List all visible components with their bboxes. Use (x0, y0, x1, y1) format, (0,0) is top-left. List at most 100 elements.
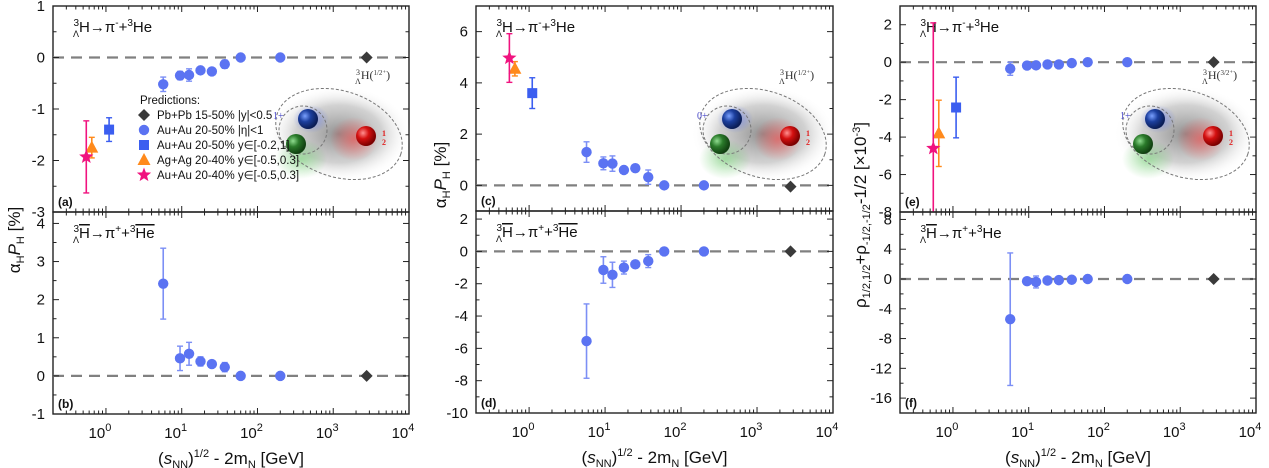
x-axis-label: (sNN)1/2 - 2mN [GeV] (1005, 447, 1151, 468)
inset-pair-label: 1+ (273, 111, 284, 122)
data-point (1005, 63, 1016, 74)
y-tick-label: -6 (455, 340, 468, 357)
data-point (195, 356, 206, 367)
inset-outer-ellipse (1122, 87, 1250, 181)
data-point (1066, 274, 1077, 285)
data-point (206, 66, 218, 77)
data-point (360, 51, 373, 64)
legend: Predictions: Pb+Pb 15-50% |y|<0.5 Au+Au 20… (136, 95, 299, 182)
inset-outer-ellipse (275, 87, 403, 181)
data-point (527, 88, 538, 99)
y-axis-label-right: ρ1/2,1/2+ρ-1/2,-1/2-1/2 [×10-3] (851, 122, 873, 308)
y-tick-label: -2 (455, 276, 468, 293)
data-point (1021, 276, 1033, 287)
data-point (1005, 314, 1016, 325)
data-point (581, 146, 592, 158)
data-point (618, 164, 630, 176)
plot-frame (899, 211, 1257, 414)
series-diamond (360, 51, 373, 64)
data-point (219, 58, 230, 70)
data-point (1053, 274, 1065, 286)
data-point (104, 124, 115, 135)
y-tick-label: 1 (37, 330, 45, 347)
reaction-label: 3 ΛH→π-+3He (920, 18, 999, 39)
data-point (1122, 56, 1133, 68)
y-tick-label: 0 (884, 271, 892, 288)
series-circle (158, 247, 286, 382)
inset-ball-blue (1145, 109, 1165, 129)
x-tick-label: 102 (1087, 421, 1110, 441)
data-point (360, 369, 373, 382)
reaction-label: 3 ΛH→π-+3He (73, 18, 152, 39)
y-axis-label-left: αHPH [%] (5, 207, 27, 273)
inset-pair-label: 1+ (1120, 111, 1131, 122)
data-point (235, 52, 246, 63)
data-point (698, 180, 710, 191)
x-tick-label: 104 (1239, 421, 1262, 441)
series-star (926, 22, 941, 212)
y-tick-label: 8 (884, 211, 892, 228)
panel-d: 100 101 102 103 104 (sNN)1/2 - 2mN [GeV] -10 -8… (446, 210, 839, 468)
data-point (698, 246, 710, 257)
data-point (618, 262, 630, 273)
x-tick-label: 100 (512, 421, 535, 441)
data-point (784, 180, 797, 193)
legend-entry-label: Au+Au 20-40% y∈[-0.5,0.3] (157, 170, 299, 182)
x-axis-label: (sNN)1/2 - 2mN [GeV] (158, 448, 304, 468)
data-point (784, 245, 797, 258)
data-point (607, 158, 618, 169)
x-tick-label: 100 (89, 422, 112, 442)
data-point (643, 171, 654, 183)
series-square (951, 76, 962, 139)
legend-marker-square (139, 140, 149, 150)
series-star (79, 120, 94, 194)
plot-frame (52, 211, 410, 415)
data-point (85, 140, 99, 153)
data-point (183, 348, 195, 359)
series-circle (158, 52, 286, 93)
y-axis-label-middle: αHPH [%] (431, 142, 453, 208)
data-point (581, 335, 592, 347)
data-point (183, 69, 195, 81)
plot-frame (475, 210, 834, 414)
y-tick-label: -4 (455, 308, 468, 325)
data-point (1053, 59, 1065, 70)
data-point (643, 255, 654, 267)
inset-inner-circle (278, 105, 328, 155)
series-circle (1005, 56, 1133, 76)
inset-ball-green (286, 134, 306, 154)
panel-label: (c) (481, 194, 496, 208)
data-point (206, 358, 218, 370)
panel-label: (a) (58, 195, 73, 209)
series-diamond (1207, 273, 1220, 285)
inset-lambda-den: 2 (806, 138, 810, 147)
series-triangle (932, 99, 946, 168)
legend-marker-star (136, 167, 152, 182)
x-tick-label: 103 (316, 422, 339, 442)
data-point (598, 158, 609, 169)
y-tick-label: -2 (32, 153, 45, 170)
y-tick-label: -6 (879, 167, 892, 184)
x-tick-label: 103 (1163, 421, 1186, 441)
series-diamond (360, 369, 373, 382)
y-tick-label: -8 (879, 331, 892, 348)
data-point (1021, 60, 1033, 71)
y-tick-label: -1 (32, 406, 45, 423)
y-tick-label: -12 (870, 360, 892, 377)
series-triangle (508, 60, 522, 77)
series-circle (581, 246, 710, 379)
x-tick-label: 104 (816, 421, 839, 441)
inset-ball-green (1133, 134, 1153, 154)
inset-lambda-den: 2 (382, 138, 386, 147)
reaction-label: 3 ΛH→π++3He (920, 224, 1002, 245)
y-tick-label: -4 (879, 129, 892, 146)
data-point (951, 102, 962, 113)
inset-inner-circle (702, 105, 752, 155)
y-tick-label: 6 (460, 24, 468, 41)
inset-inner-circle (1125, 105, 1175, 155)
inset-lambda-num: 1 (1229, 129, 1233, 138)
data-point (630, 163, 641, 174)
inset-pair-label: 0+ (697, 111, 708, 122)
